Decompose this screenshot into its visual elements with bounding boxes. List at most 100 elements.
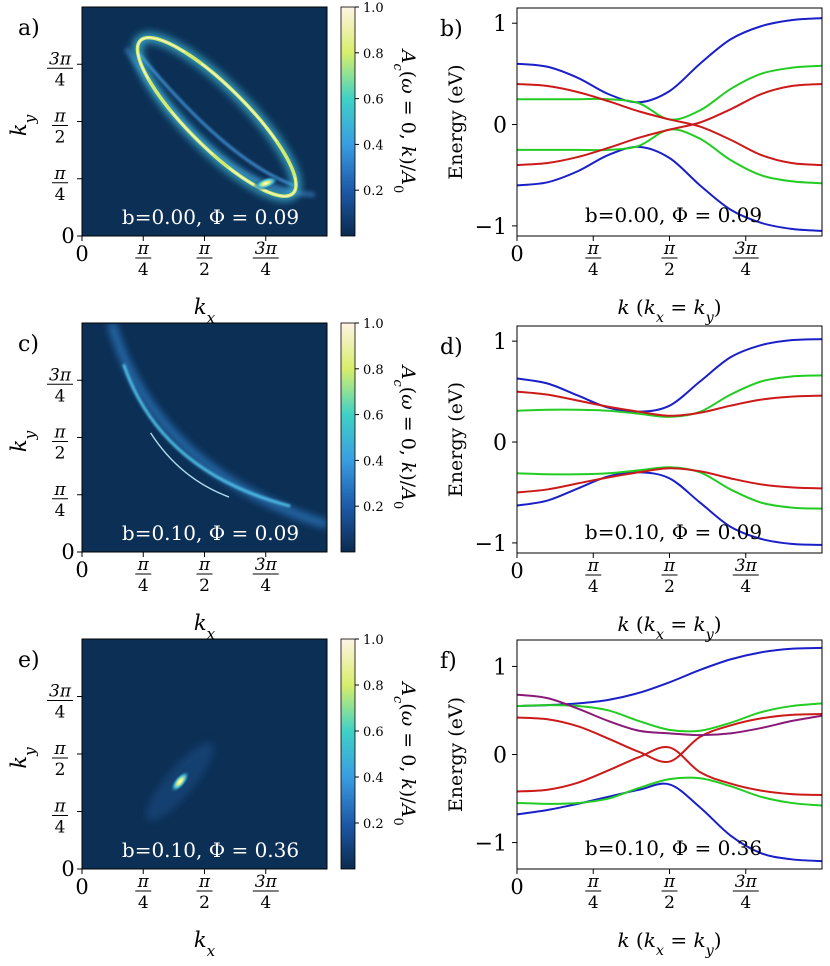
tick-label: 3π4 [252,239,279,280]
text-part: )/ [397,790,419,804]
text-part: k [617,612,629,636]
band-line [517,693,822,737]
tick-label: π2 [52,739,68,780]
heatmap-features [146,742,214,821]
text-part: x [207,625,216,643]
band-line [517,390,822,417]
heatmap-features [107,323,327,529]
y-tick-label: 0 [61,540,74,564]
text-part: k [7,439,31,452]
y-tick-label: 0 [493,114,507,139]
band-frame [516,639,823,870]
colorbar-tick-label: 0.2 [363,184,384,199]
tick-label-numerator: π [198,239,211,259]
text-part: ( [630,928,644,952]
text-part: c [391,64,406,72]
tick-label-numerator: 3π [735,556,758,576]
band-line [517,646,822,708]
heatmap-panel: a)b=0.00, Φ = 0.090 π4π23π40π4π23π4kxky0.… [7,1,419,327]
panel-annotation: b=0.10, Φ = 0.36 [122,838,299,862]
tick-label-denominator: 2 [664,260,675,280]
text-part: y [705,627,715,643]
heatmap-spot [169,770,191,793]
text-part: k [617,928,629,952]
heatmap-background [82,323,327,552]
heatmap-features [123,32,315,202]
text-part: A [397,680,419,696]
x-axis-label: k (kx = ky) [617,295,721,326]
tick-label: π4 [135,872,152,913]
tick-label-numerator: π [198,872,211,892]
band-lines [517,17,822,232]
text-part: c [391,380,406,388]
tick-label-numerator: 3π [255,872,278,892]
tick-label-denominator: 2 [55,128,66,148]
tick-label-denominator: 4 [55,501,66,521]
tick-label-numerator: π [663,872,676,892]
text-part: ( [397,703,419,710]
tick-label: π2 [52,107,68,148]
heatmap-arc-glow [107,323,327,529]
tick-label-numerator: 3π [735,239,758,259]
tick-label: π2 [661,872,678,913]
panel-letter: f) [440,649,457,674]
text-part: k [644,928,656,952]
text-part: A [397,364,419,380]
tick-label: π2 [196,872,213,913]
panel-letter: d) [440,335,463,360]
tick-label-numerator: 3π [49,682,72,702]
colorbar-tick-label: 1.0 [363,317,384,332]
tick-label-numerator: π [587,239,600,259]
tick-label: 0 [75,558,88,582]
tick-label-denominator: 2 [664,577,675,597]
heatmap-pocket-core [136,37,297,197]
band-line [517,145,822,232]
y-tick-label: 1 [493,12,507,37]
text-part: k [693,295,705,319]
colorbar-tick-label: 0.6 [363,725,384,740]
y-axis-label: ky [7,430,39,452]
x-axis-label: k (kx = ky) [617,928,721,959]
tick-label-denominator: 4 [55,185,66,205]
tick-label-numerator: 3π [49,365,72,385]
colorbar-label: Ac(ω = 0, k)/A0 [391,364,420,509]
panel-letter: b) [440,17,463,42]
text-part: = 0, [397,726,419,778]
band-line [517,64,822,121]
text-part: ) [714,928,722,952]
tick-label: 3π4 [732,239,759,280]
colorbar-label: Ac(ω = 0, k)/A0 [391,680,420,825]
y-axis-label: ky [7,747,39,769]
colorbar-tick-label: 1.0 [363,1,384,16]
tick-label-numerator: π [587,872,600,892]
text-part: k [617,295,629,319]
tick-label-denominator: 4 [588,260,599,280]
y-tick-label: 0 [493,744,507,769]
text-part: c [391,696,406,704]
tick-label-denominator: 2 [55,760,66,780]
tick-label-text: 0 [510,875,523,899]
band-line [517,83,822,167]
text-part: x [207,309,216,327]
x-axis-label: kx [194,928,216,960]
y-tick-label: 0 [61,224,74,248]
colorbar-tick-label: 0.4 [363,138,384,153]
text-part: x [656,627,664,643]
band-line [517,374,822,418]
tick-label-denominator: 4 [588,577,599,597]
tick-label-numerator: π [53,423,66,443]
text-part: y [21,430,39,440]
text-part: y [705,943,715,959]
tick-label-denominator: 4 [740,577,751,597]
text-part: k [194,928,207,952]
tick-label-denominator: 2 [199,893,210,913]
tick-label-denominator: 4 [740,893,751,913]
tick-label-denominator: 4 [260,893,271,913]
text-part: ω [397,711,419,727]
text-part: A [397,48,419,64]
y-axis-label: Energy (eV) [445,697,467,812]
band-line [517,702,822,733]
text-part: 0 [391,501,406,509]
tick-label-text: 0 [510,242,523,266]
